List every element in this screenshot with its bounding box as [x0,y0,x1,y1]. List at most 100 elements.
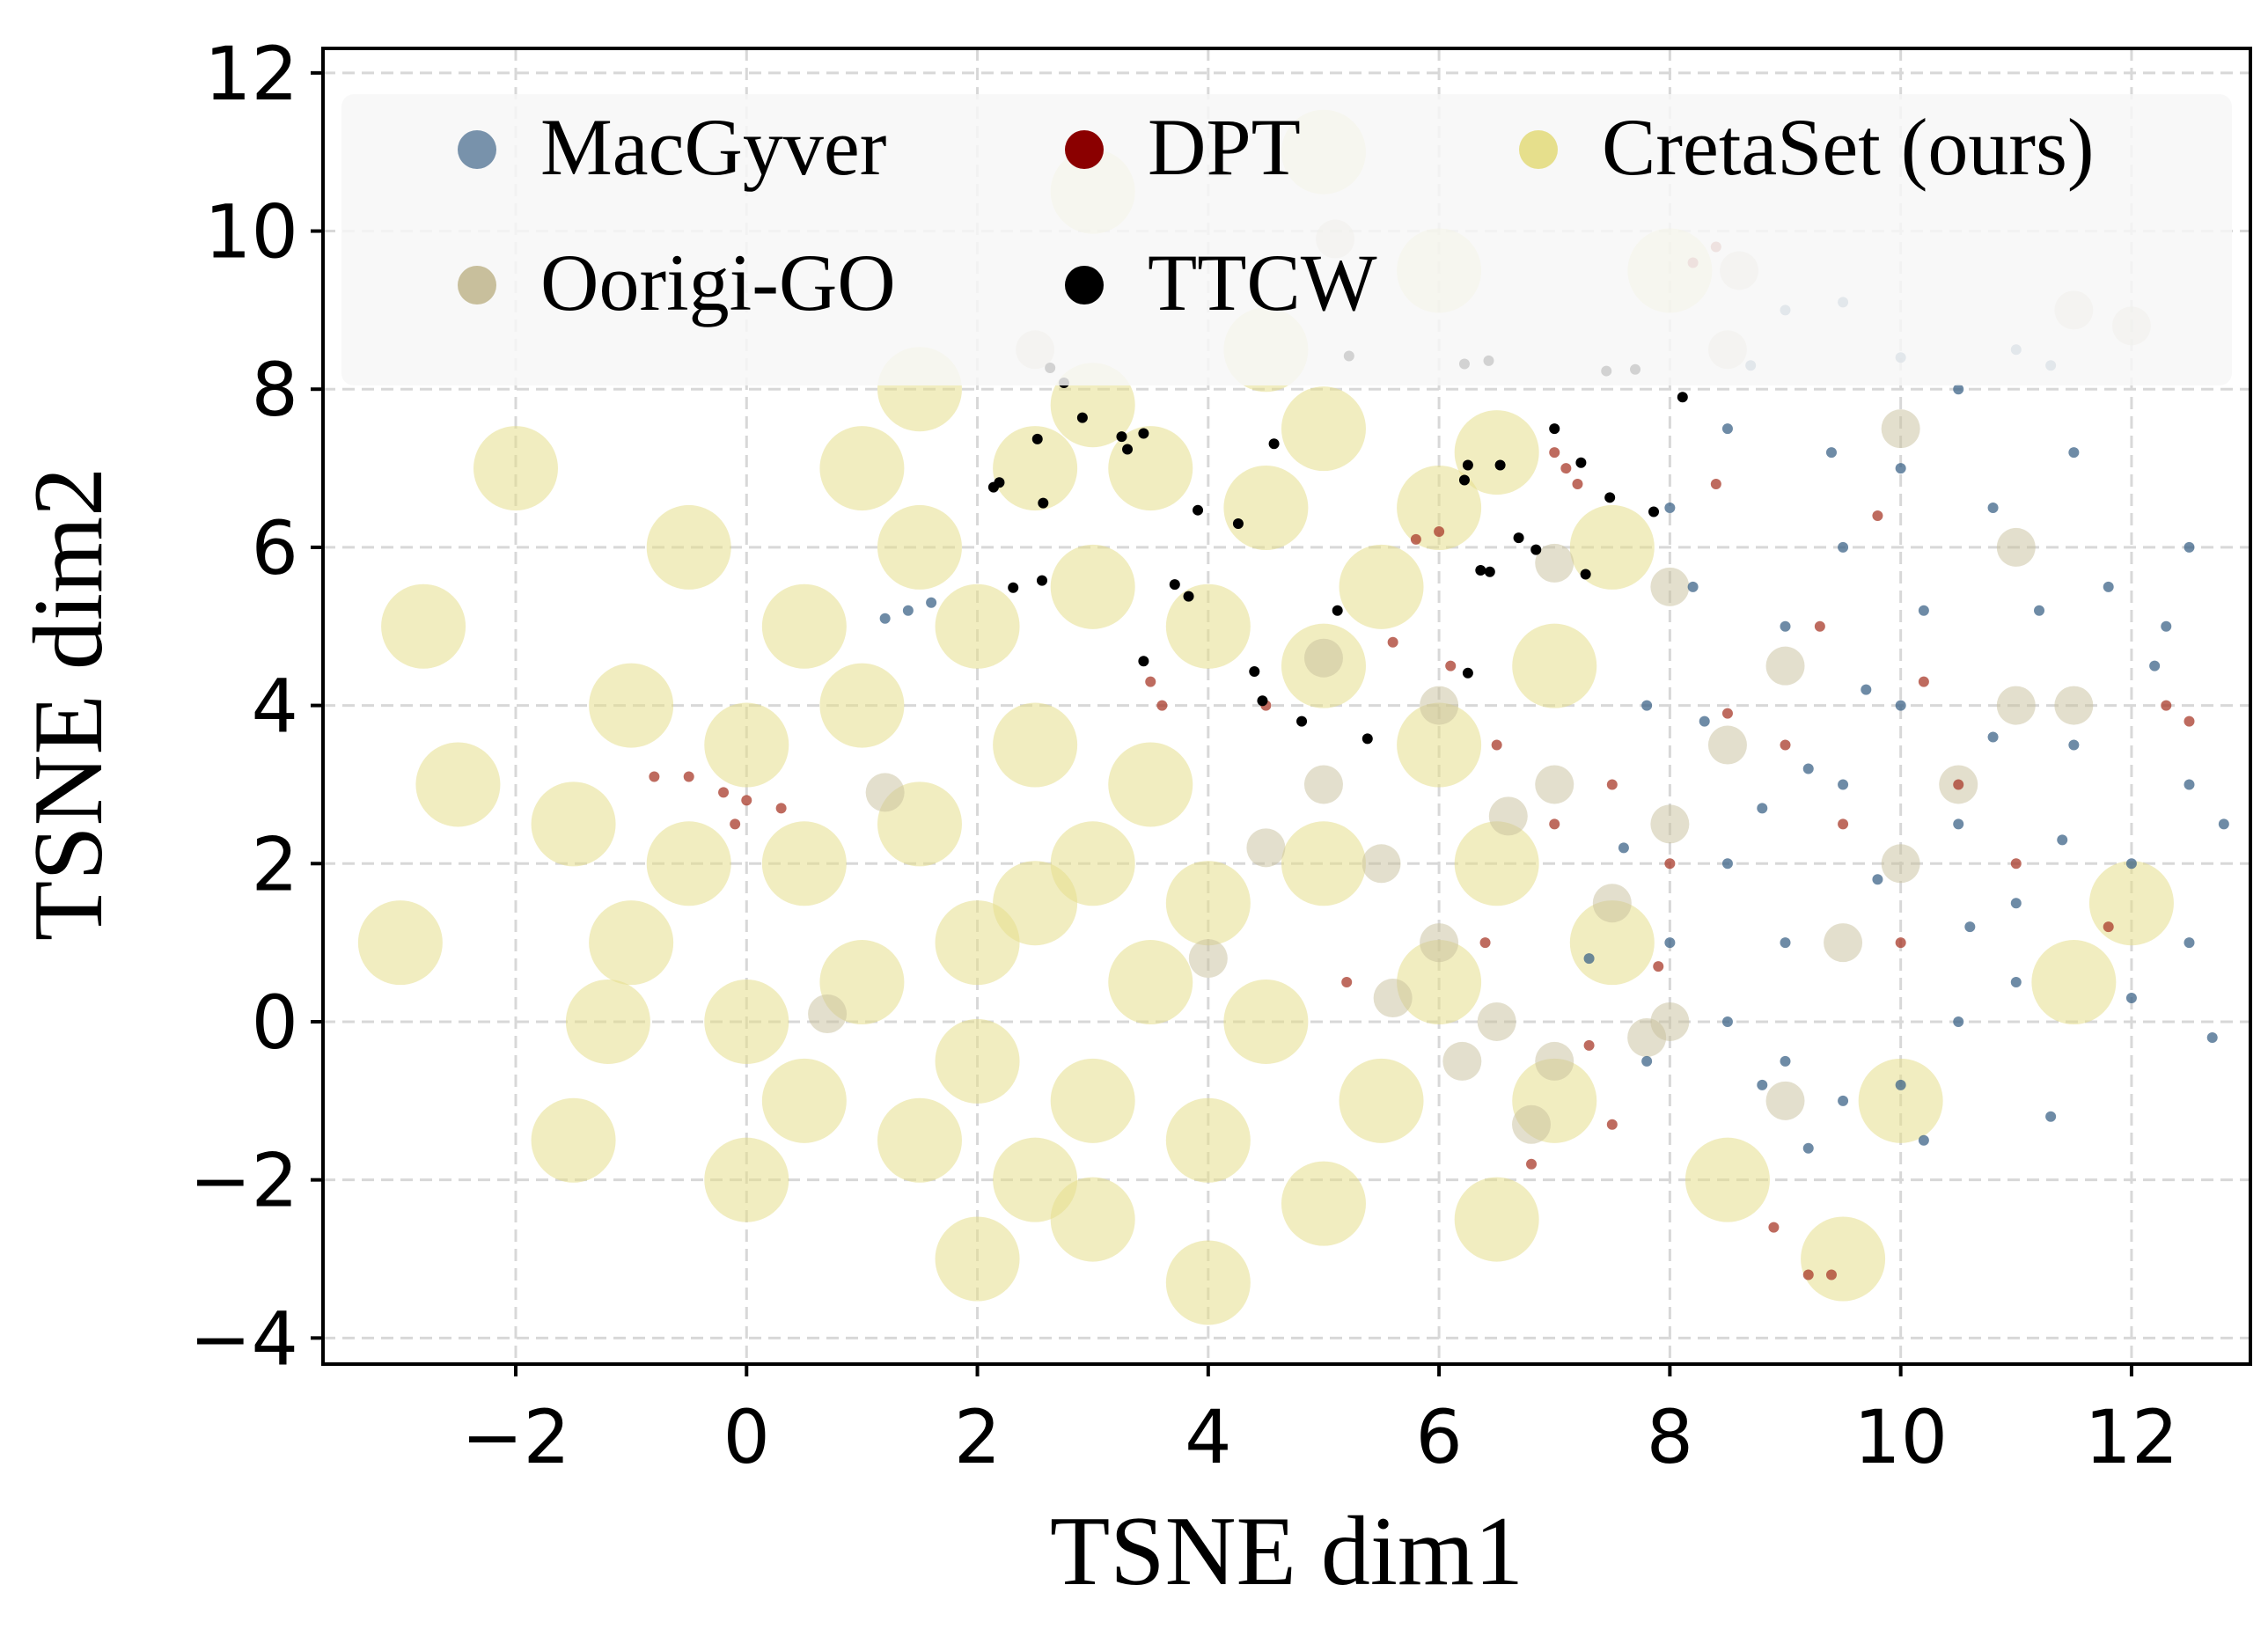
legend-label: DPT [1148,102,1301,192]
data-point [1825,1269,1837,1280]
data-point [1458,474,1470,486]
data-point [1373,979,1413,1018]
data-point [2218,818,2229,830]
y-tick-label: 2 [252,821,298,907]
data-point [589,900,674,986]
data-point [1122,444,1134,455]
data-point [1454,1177,1539,1262]
data-point [1549,423,1560,435]
data-point [531,781,616,867]
data-point [1569,504,1655,590]
data-point [1560,463,1572,474]
data-point [415,742,501,827]
data-point [1825,447,1837,459]
legend-marker [1065,130,1104,169]
data-point [2149,660,2161,671]
data-point [935,1018,1020,1104]
data-point [1641,1055,1653,1067]
data-point [1780,620,1791,632]
data-point [2184,715,2195,727]
data-point [902,605,914,616]
data-point [1677,392,1688,403]
data-point [1050,821,1135,906]
data-point [704,1137,789,1222]
data-point [1757,1079,1768,1090]
data-point [1838,541,1849,553]
data-point [1050,544,1135,629]
y-tick-label: 10 [204,189,298,275]
data-point [1641,700,1653,711]
data-point [1491,739,1502,751]
data-point [1296,715,1308,727]
data-point [1442,1041,1482,1081]
data-point [1858,1058,1943,1143]
data-point [877,1097,962,1183]
data-point [1650,804,1690,844]
data-point [2088,861,2174,946]
data-point [1606,779,1618,790]
x-tick-label: 4 [1185,1394,1231,1480]
data-point [2057,834,2068,846]
series-dpt [649,241,2195,1280]
data-point [1996,527,2036,567]
y-tick-label: 6 [252,505,298,591]
data-point [1268,438,1280,450]
data-point [819,426,905,511]
legend-label: CretaSet (ours) [1602,102,2095,192]
data-point [935,583,1020,669]
data-point [1684,1137,1770,1222]
data-point [1410,533,1421,545]
data-point [1802,1269,1814,1280]
data-point [1780,739,1791,751]
data-point [775,803,787,814]
data-point [704,702,789,788]
data-point [1580,569,1591,580]
data-point [1575,457,1587,468]
data-point [1780,937,1791,949]
data-point [1397,465,1482,550]
x-tick-label: −2 [461,1394,570,1480]
data-point [1757,803,1768,814]
data-point [1627,1017,1667,1057]
x-tick-label: 12 [2084,1394,2178,1480]
y-tick-label: 4 [252,664,298,750]
data-point [1281,1161,1366,1246]
data-point [1494,459,1506,471]
data-point [1765,1081,1805,1120]
data-point [381,583,466,669]
series-oorigi-go [808,219,2151,1144]
data-point [1050,1177,1135,1262]
data-point [649,771,660,782]
x-tick-label: 0 [723,1394,770,1480]
data-point [1765,646,1805,686]
data-point [1076,412,1088,423]
data-point [1479,937,1491,949]
data-point [994,477,1005,488]
y-tick-label: −2 [189,1138,298,1224]
data-point [531,1097,616,1183]
data-point [1953,384,1964,395]
legend-label: MacGyver [540,102,886,192]
data-point [1918,1134,1929,1146]
data-point [1339,1058,1424,1143]
data-point [1606,1119,1618,1130]
data-point [1650,567,1690,606]
data-point [2010,977,2022,988]
data-point [1362,733,1373,745]
data-point [473,426,558,511]
data-point [2103,581,2114,592]
x-axis-label: TSNE dim1 [1050,1497,1523,1606]
data-point [1008,582,1019,593]
legend: MacGyver DPT CretaSet (ours) Oorigi-GO TTCW [341,94,2232,385]
data-point [1145,676,1156,687]
y-axis-label: TSNE dim2 [14,467,123,941]
data-point [718,787,730,798]
data-point [993,702,1078,788]
data-point [1397,940,1482,1025]
data-point [1721,423,1733,435]
data-point [2045,1111,2057,1122]
data-point [2206,1031,2218,1043]
data-point [761,583,847,669]
data-point [1881,844,1920,884]
